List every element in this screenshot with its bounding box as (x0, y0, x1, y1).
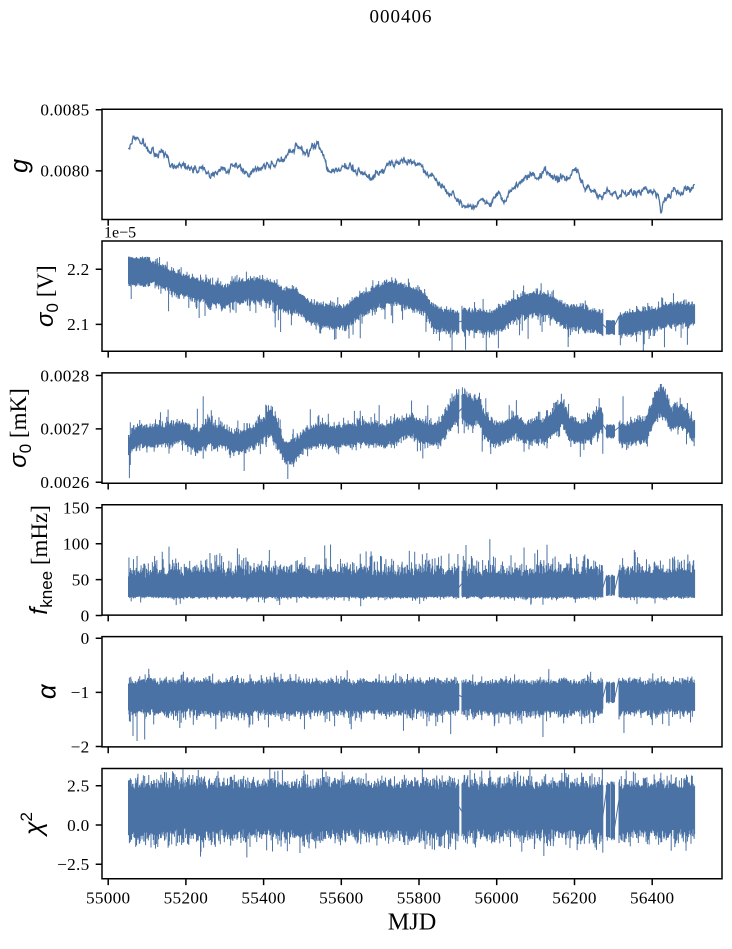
svg-text:0: 0 (81, 629, 90, 648)
svg-text:0.0080: 0.0080 (40, 162, 89, 181)
svg-text:55000: 55000 (86, 889, 130, 908)
svg-text:000406: 000406 (370, 7, 433, 28)
svg-text:50: 50 (72, 570, 90, 589)
svg-text:g: g (5, 159, 33, 173)
svg-text:−2.5: −2.5 (57, 855, 89, 874)
svg-text:0: 0 (81, 606, 90, 625)
svg-text:2.5: 2.5 (67, 777, 89, 796)
svg-text:150: 150 (63, 499, 90, 518)
svg-text:−2: −2 (71, 737, 90, 756)
svg-text:55200: 55200 (164, 889, 208, 908)
svg-text:α: α (32, 683, 62, 699)
svg-text:56400: 56400 (630, 889, 674, 908)
svg-text:σ0 [V]: σ0 [V] (32, 265, 62, 327)
svg-text:56200: 56200 (552, 889, 596, 908)
svg-text:MJD: MJD (388, 908, 437, 935)
svg-text:0.0027: 0.0027 (40, 420, 89, 439)
svg-text:χ2: χ2 (17, 812, 48, 837)
svg-text:55800: 55800 (397, 889, 441, 908)
svg-text:1e−5: 1e−5 (104, 225, 136, 242)
svg-text:σ0 [mK]: σ0 [mK] (5, 388, 35, 468)
svg-text:0.0: 0.0 (67, 816, 89, 835)
svg-text:0.0026: 0.0026 (40, 473, 89, 492)
svg-text:−1: −1 (71, 683, 90, 702)
svg-text:2.1: 2.1 (67, 315, 89, 334)
svg-text:fknee [mHz]: fknee [mHz] (25, 505, 56, 615)
svg-text:0.0028: 0.0028 (40, 366, 89, 385)
svg-text:56000: 56000 (474, 889, 518, 908)
svg-text:55600: 55600 (319, 889, 363, 908)
svg-text:100: 100 (63, 535, 90, 554)
svg-text:0.0085: 0.0085 (40, 101, 89, 120)
svg-text:2.2: 2.2 (67, 260, 89, 279)
svg-text:55400: 55400 (241, 889, 285, 908)
